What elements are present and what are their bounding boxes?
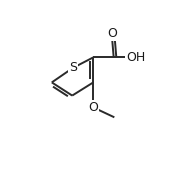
Text: O: O: [107, 27, 117, 40]
Text: O: O: [88, 101, 98, 114]
Text: S: S: [69, 61, 77, 74]
Text: OH: OH: [126, 51, 145, 64]
